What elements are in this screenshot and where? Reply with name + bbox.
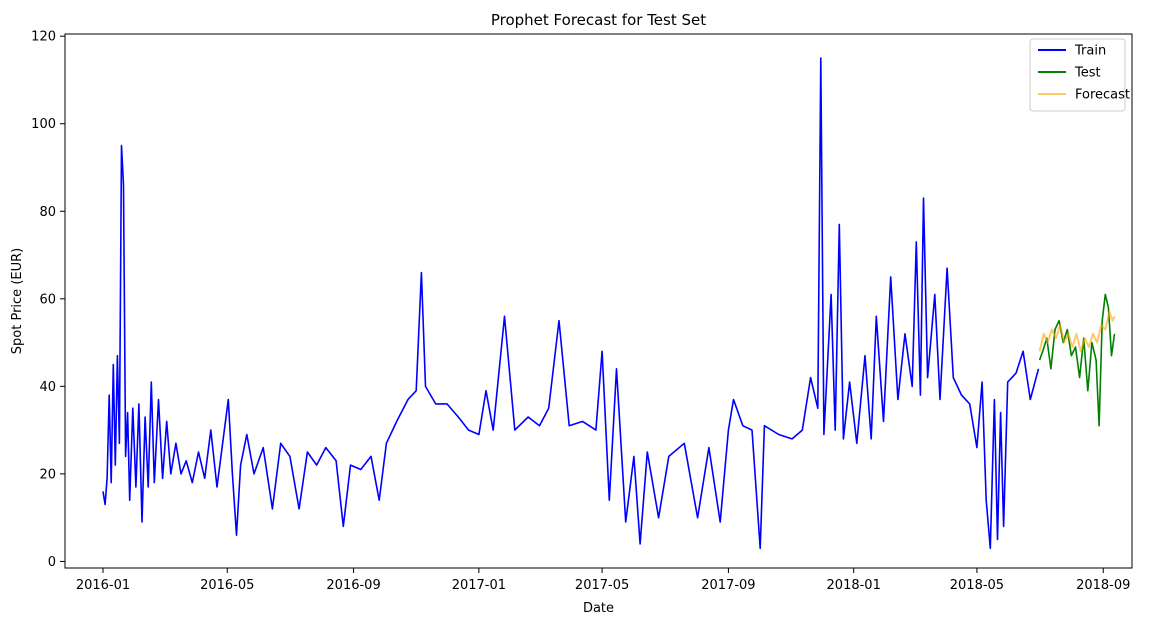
series-line-forecast xyxy=(1038,310,1116,353)
y-axis: 0 20 40 60 80 100 120 xyxy=(31,30,65,570)
x-tick-label: 2018-01 xyxy=(827,578,881,593)
plot-frame xyxy=(64,33,1133,569)
x-tick-label: 2016-09 xyxy=(326,578,380,593)
x-tick-label: 2016-05 xyxy=(200,578,254,593)
y-tick-label: 120 xyxy=(31,30,56,45)
series-line-test xyxy=(1038,293,1116,427)
y-tick-label: 0 xyxy=(48,555,56,570)
y-tick-label: 40 xyxy=(39,380,56,395)
legend: Train Test Forecast xyxy=(1029,38,1130,112)
y-tick-label: 80 xyxy=(39,205,56,220)
x-tick-label: 2018-05 xyxy=(950,578,1004,593)
x-tick-label: 2018-09 xyxy=(1076,578,1130,593)
chart-title: Prophet Forecast for Test Set xyxy=(491,11,706,29)
x-axis: 2016-01 2016-05 2016-09 2017-01 2017-05 2017-… xyxy=(76,568,1130,593)
x-tick-label: 2016-01 xyxy=(76,578,130,593)
legend-label-train: Train xyxy=(1074,44,1106,59)
y-tick-label: 20 xyxy=(39,467,56,482)
series-line-train xyxy=(102,57,1040,550)
x-axis-title: Date xyxy=(583,601,614,616)
series-layer xyxy=(102,57,1116,550)
y-axis-title: Spot Price (EUR) xyxy=(10,248,25,354)
y-tick-label: 100 xyxy=(31,117,56,132)
y-tick-label: 60 xyxy=(39,292,56,307)
x-tick-label: 2017-01 xyxy=(452,578,506,593)
legend-label-forecast: Forecast xyxy=(1075,88,1130,103)
x-tick-label: 2017-09 xyxy=(701,578,755,593)
x-tick-label: 2017-05 xyxy=(575,578,629,593)
legend-label-test: Test xyxy=(1074,66,1101,81)
